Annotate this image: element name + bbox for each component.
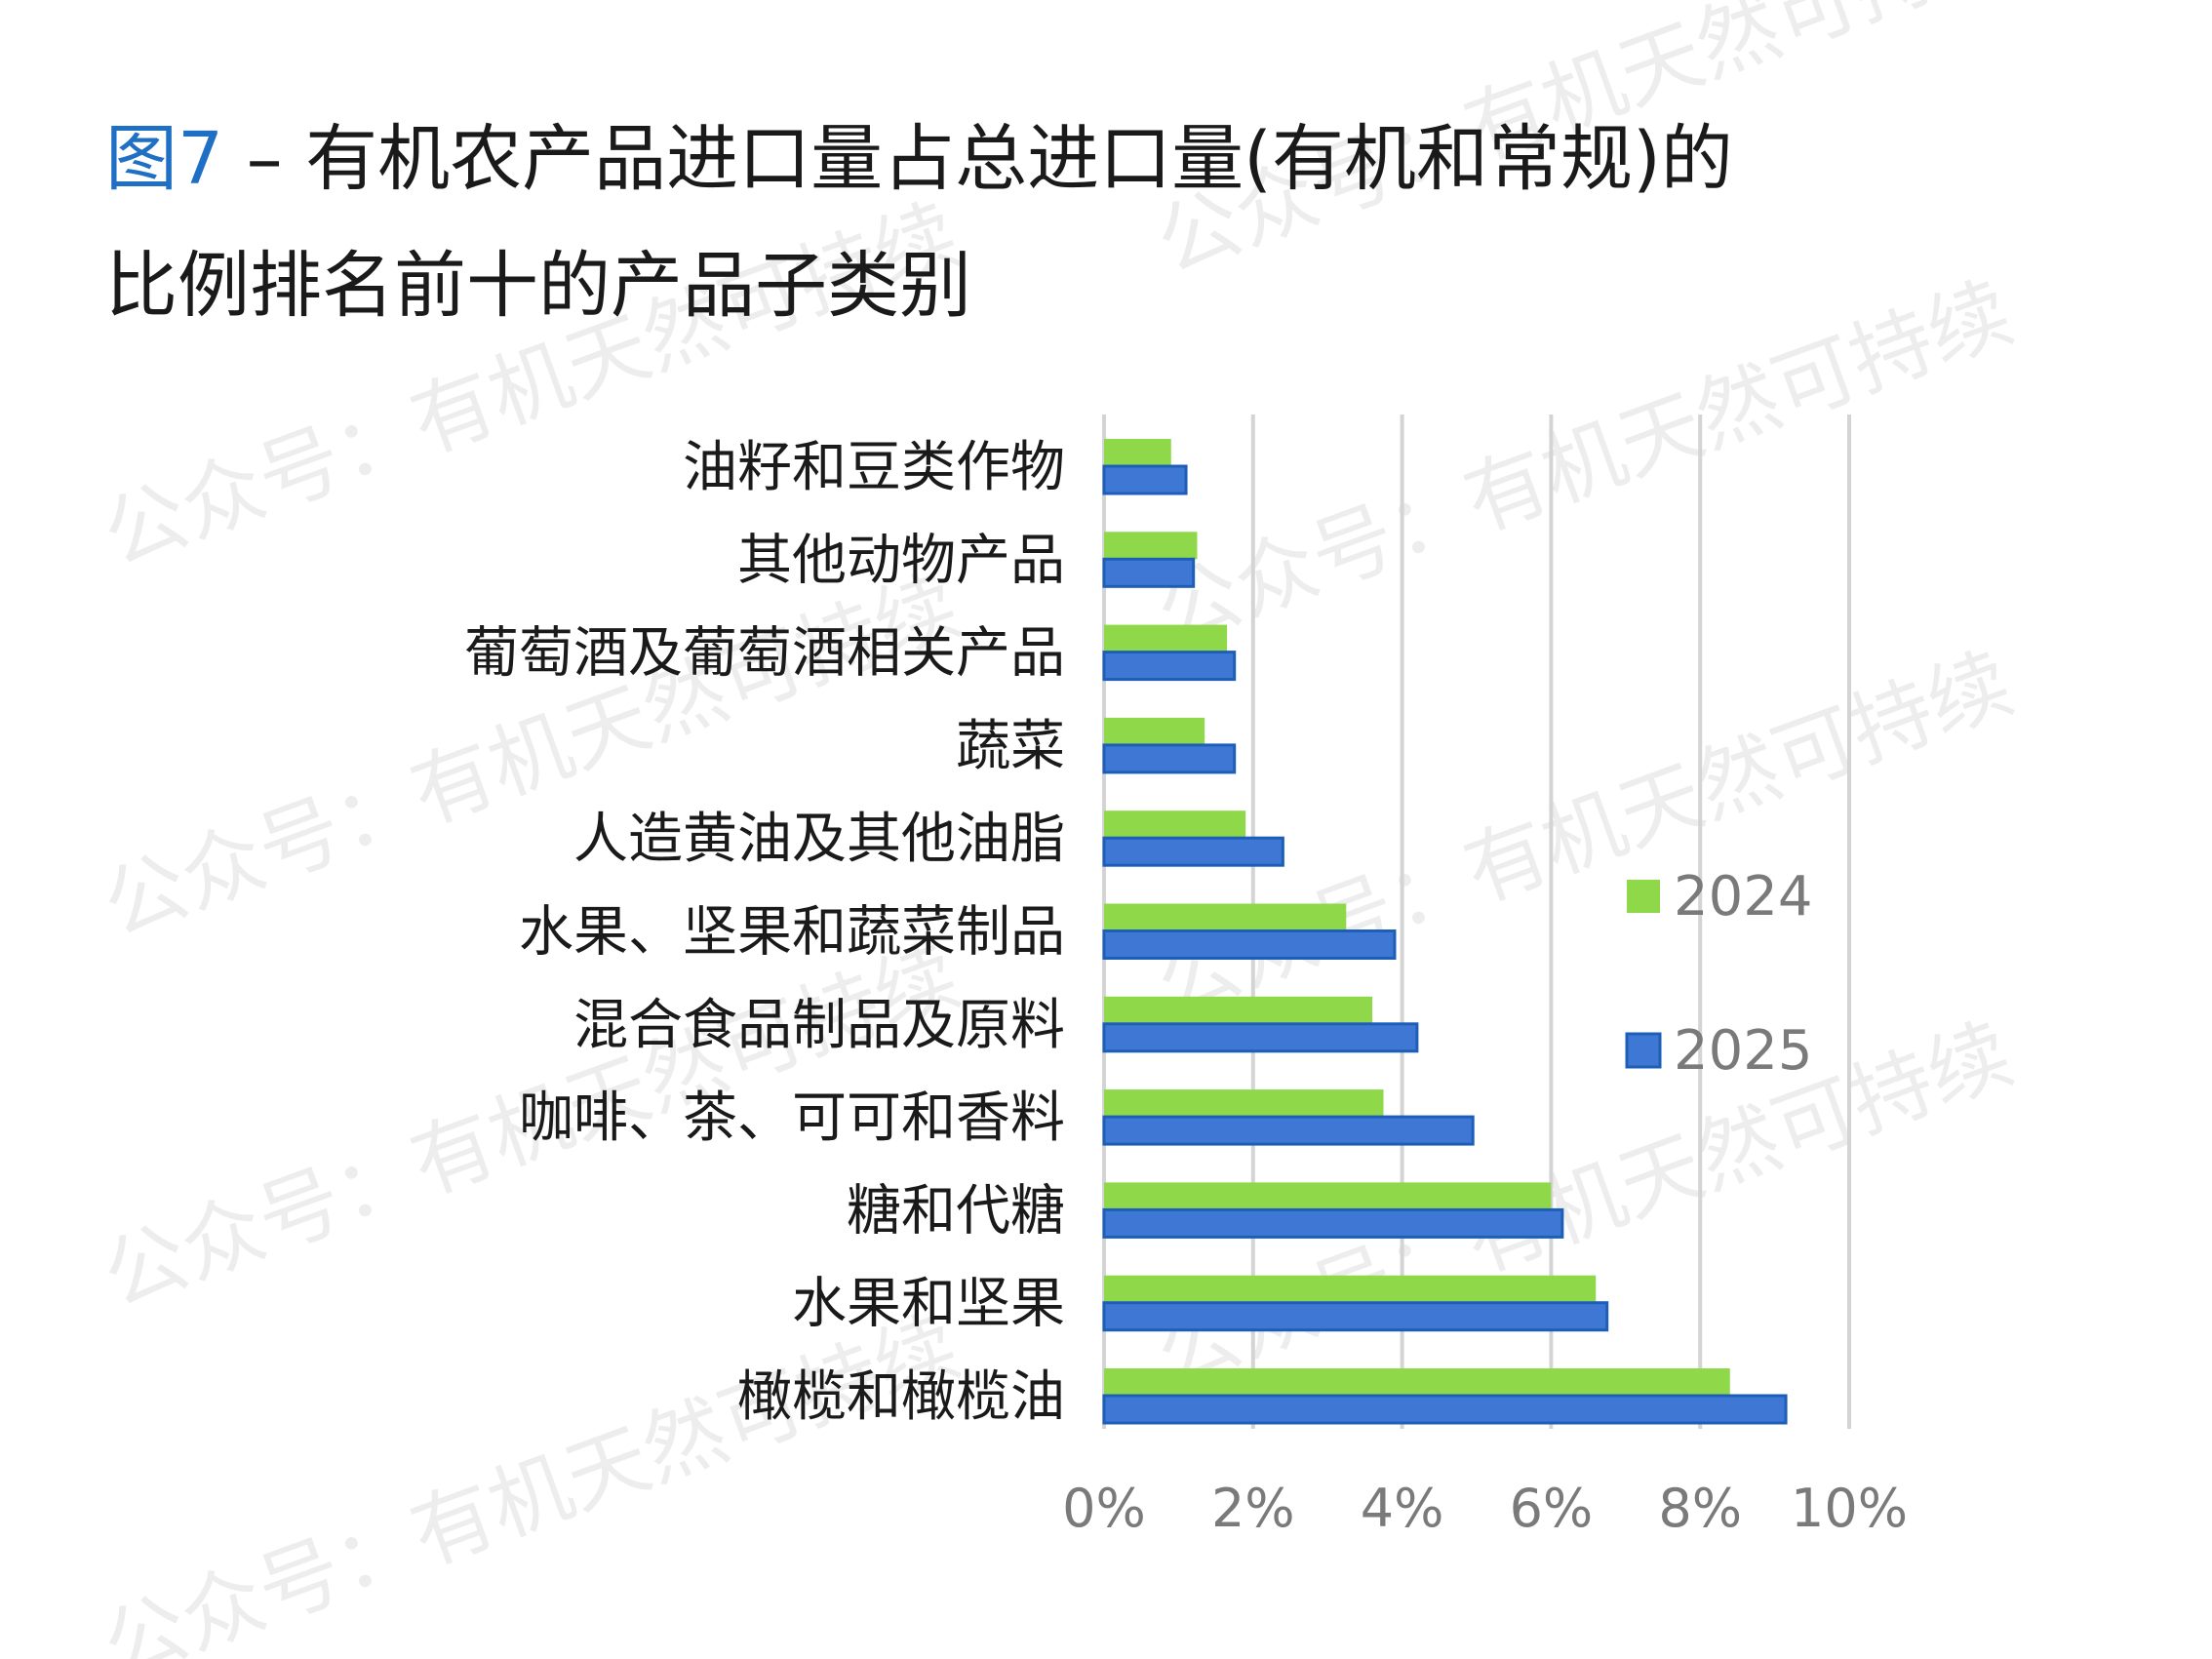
bars <box>1102 439 1788 1425</box>
bar-2024 <box>1104 996 1373 1024</box>
watermark-text: 公众号：有机天然可持续 <box>1144 635 2024 1033</box>
category-label: 水果、坚果和蔬菜制品 <box>519 901 1065 965</box>
watermark-text: 公众号：有机天然可持续 <box>1144 264 2024 662</box>
legend: 2024 2025 <box>1625 865 1813 1083</box>
watermark-text: 公众号：有机天然可持续 <box>91 1298 970 1659</box>
bar-2025 <box>1102 1207 1564 1239</box>
x-axis-tick-labels: 0% 2% 4% 6% 8% 10% <box>1062 1478 1908 1539</box>
bar-2025 <box>1102 743 1237 774</box>
legend-label: 2025 <box>1674 1019 1813 1083</box>
bar-2025 <box>1102 557 1196 588</box>
category-label: 水果和坚果 <box>792 1273 1065 1336</box>
bar-2024 <box>1104 624 1228 652</box>
chart-title-line2: 比例排名前十的产品子类别 <box>105 244 971 328</box>
bar-2024 <box>1104 532 1198 560</box>
bar-2025 <box>1102 929 1397 960</box>
x-tick-label: 6% <box>1510 1478 1594 1539</box>
legend-item-2024: 2024 <box>1627 865 1813 928</box>
bar-2025 <box>1102 1394 1788 1425</box>
bar-2025 <box>1102 1115 1475 1146</box>
category-label: 蔬菜 <box>956 715 1065 778</box>
x-tick-label: 10% <box>1791 1478 1908 1539</box>
bar-2025 <box>1102 836 1284 867</box>
category-label: 橄榄和橄榄油 <box>737 1365 1065 1429</box>
category-label: 咖啡、茶、可可和香料 <box>519 1086 1065 1150</box>
bar-2024 <box>1104 1182 1552 1210</box>
category-label: 混合食品制品及原料 <box>573 994 1065 1057</box>
category-label: 葡萄酒及葡萄酒相关产品 <box>464 622 1065 686</box>
legend-item-2025: 2025 <box>1625 1019 1813 1083</box>
category-label: 糖和代糖 <box>847 1179 1065 1243</box>
category-label: 其他动物产品 <box>737 529 1065 592</box>
legend-swatch <box>1627 880 1660 913</box>
category-label: 人造黄油及其他油脂 <box>573 808 1065 871</box>
category-labels: 油籽和豆类作物其他动物产品葡萄酒及葡萄酒相关产品蔬菜人造黄油及其他油脂水果、坚果… <box>464 436 1065 1429</box>
bar-2024 <box>1104 1368 1730 1396</box>
bar-2024 <box>1104 1089 1384 1118</box>
x-tick-label: 0% <box>1062 1478 1146 1539</box>
bar-2024 <box>1104 1275 1597 1303</box>
bar-2025 <box>1102 1022 1419 1053</box>
x-tick-label: 4% <box>1361 1478 1444 1539</box>
legend-swatch <box>1625 1032 1662 1069</box>
chart-title-line1: 图7 – 有机农产品进口量占总进口量(有机和常规)的 <box>105 117 1733 201</box>
bar-2024 <box>1104 810 1246 839</box>
x-tick-label: 8% <box>1658 1478 1742 1539</box>
chart-title-line1-rest: – 有机农产品进口量占总进口量(有机和常规)的 <box>223 117 1733 201</box>
bar-2025 <box>1102 1301 1609 1332</box>
bar-2024 <box>1104 439 1171 466</box>
watermark-text: 公众号：有机天然可持续 <box>91 557 970 955</box>
legend-label: 2024 <box>1674 865 1813 928</box>
bar-2025 <box>1102 464 1188 495</box>
bar-2024 <box>1104 903 1347 931</box>
category-label: 油籽和豆类作物 <box>683 436 1065 499</box>
x-tick-label: 2% <box>1211 1478 1295 1539</box>
bar-2024 <box>1104 717 1205 745</box>
bar-2025 <box>1102 651 1237 682</box>
chart-title-prefix: 图7 <box>105 117 223 201</box>
